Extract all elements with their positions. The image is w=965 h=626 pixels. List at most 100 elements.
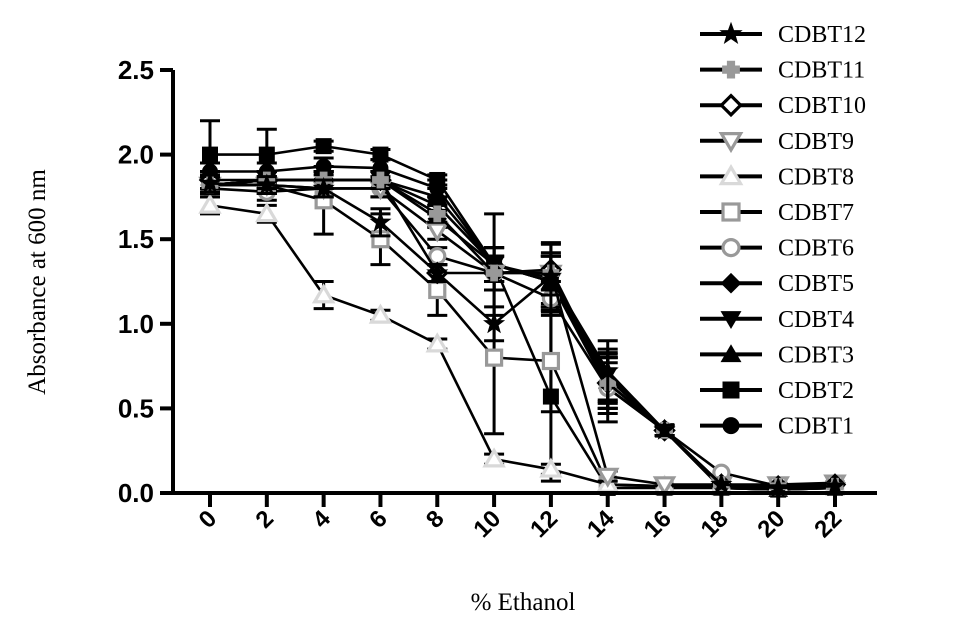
legend-item: CDBT12 (700, 21, 866, 48)
x-ticks: 0 2 4 6 8 10 12 14 16 18 20 22 (194, 493, 847, 543)
legend-marker (718, 132, 744, 154)
data-point (368, 303, 393, 324)
legend-marker (720, 311, 742, 329)
data-point (484, 348, 504, 367)
series-line (210, 183, 835, 488)
data-point (428, 247, 447, 266)
legend-item: CDBT10 (700, 93, 866, 119)
data-point (653, 418, 676, 440)
legend-item: CDBT4 (700, 307, 854, 333)
x-axis-title: % Ethanol (471, 589, 576, 616)
legend-label: CDBT7 (778, 200, 854, 226)
data-point (483, 312, 506, 334)
data-point (255, 202, 279, 223)
y-tick-label: 1.0 (118, 309, 154, 339)
x-tick-label: 16 (639, 505, 677, 543)
data-point (369, 210, 392, 232)
y-ticks: 0.0 0.5 1.0 1.5 2.0 2.5 (118, 55, 173, 508)
data-point (428, 280, 447, 300)
data-point (425, 222, 450, 243)
x-tick-label: 4 (307, 505, 336, 534)
legend-marker (720, 344, 742, 363)
x-tick-label: 2 (251, 505, 280, 534)
data-point (541, 351, 561, 371)
x-tick-label: 18 (696, 505, 734, 543)
legend-marker (720, 272, 742, 294)
x-tick-label: 14 (582, 505, 620, 543)
series-cdbt9 (198, 175, 847, 497)
x-tick-label: 22 (809, 505, 847, 543)
legend-label: CDBT5 (778, 271, 854, 297)
data-point (482, 447, 506, 468)
y-axis-title: Absorbance at 600 nm (24, 169, 51, 395)
series-line (210, 183, 836, 486)
series-cdbt4 (200, 170, 845, 500)
series-cdbt10 (198, 168, 847, 498)
legend-item: CDBT8 (700, 164, 854, 190)
series-layer (198, 119, 847, 500)
series-line (209, 187, 835, 488)
legend-marker (721, 238, 741, 258)
series-cdbt12 (198, 171, 847, 498)
legend-label: CDBT6 (778, 236, 854, 262)
data-point (539, 264, 562, 286)
legend-label: CDBT12 (778, 22, 866, 48)
data-point (198, 193, 222, 214)
data-point (202, 146, 218, 163)
x-tick-label: 0 (194, 505, 223, 534)
x-tick-label: 10 (468, 505, 506, 543)
legend-label: CDBT3 (778, 342, 854, 368)
data-point (823, 474, 847, 496)
data-point (425, 332, 450, 353)
series-cdbt11 (200, 170, 844, 495)
legend: CDBT12 CDBT11 CDBT10 CDBT9 CDBT8 CDBT7 CDBT6 CD… (700, 21, 866, 440)
legend-marker (719, 93, 743, 118)
legend-label: CDBT2 (778, 378, 854, 404)
series-cdbt6 (200, 178, 845, 496)
data-point (426, 261, 449, 283)
data-point (595, 467, 620, 488)
legend-item: CDBT7 (700, 200, 854, 226)
legend-marker (718, 164, 744, 186)
legend-marker (719, 21, 743, 44)
legend-marker (721, 202, 741, 222)
y-tick-label: 1.5 (118, 224, 154, 254)
y-tick-label: 2.0 (118, 140, 154, 170)
data-point (198, 171, 222, 193)
legend-marker (722, 381, 740, 399)
y-tick-label: 0.5 (118, 393, 154, 423)
data-point (372, 171, 389, 189)
legend-label: CDBT8 (778, 164, 854, 190)
legend-item: CDBT1 (700, 414, 854, 440)
legend-item: CDBT6 (700, 236, 854, 262)
legend-label: CDBT10 (778, 93, 866, 119)
series-cdbt5 (200, 170, 845, 496)
axes-layer (171, 70, 877, 495)
legend-item: CDBT2 (700, 378, 854, 404)
legend-label: CDBT11 (778, 58, 865, 84)
data-point (255, 173, 278, 195)
data-point (315, 138, 332, 155)
legend-label: CDBT1 (778, 414, 854, 440)
data-point (596, 359, 619, 381)
series-line (209, 178, 836, 491)
x-tick-label: 20 (752, 505, 790, 543)
data-point (485, 264, 503, 282)
series-cdbt8 (198, 193, 847, 495)
data-point (428, 205, 446, 223)
legend-marker (722, 60, 740, 79)
legend-item: CDBT11 (700, 58, 865, 84)
legend-label: CDBT9 (778, 129, 854, 155)
data-point (539, 457, 563, 478)
data-point (710, 472, 733, 494)
legend-marker (722, 417, 740, 435)
series-cdbt3 (200, 170, 845, 497)
series-line (209, 178, 836, 491)
legend-item: CDBT5 (700, 271, 854, 297)
data-point (311, 283, 336, 304)
legend-item: CDBT3 (700, 342, 854, 368)
data-point (312, 176, 335, 198)
data-point (652, 476, 677, 497)
legend-item: CDBT9 (700, 129, 854, 155)
